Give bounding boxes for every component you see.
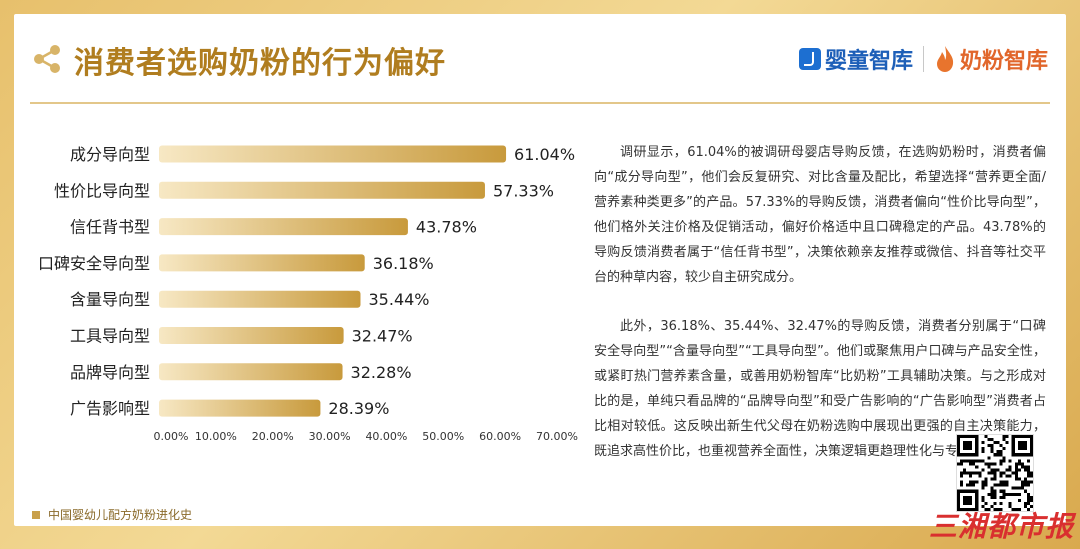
analysis-text: 调研显示，61.04%的被调研母婴店导购反馈，在选购奶粉时，消费者偏向“成分导向… [594,140,1046,488]
footer-label: 中国婴幼儿配方奶粉进化史 [48,508,193,522]
infographic-card: 消费者选购奶粉的行为偏好 婴童智库 奶粉智库 成分导向型 61.04% 性价比导向型… [14,14,1066,526]
share-icon [34,45,60,73]
bar-value-label: 43.78% [416,218,477,237]
bar-value-label: 35.44% [369,290,430,309]
bar-value-label: 32.28% [351,363,412,382]
bar-chart: 成分导向型 61.04% 性价比导向型 57.33% 信任背书型 43.78% 口碑安全导向… [38,145,578,443]
x-tick-label: 40.00% [365,430,407,443]
x-tick-label: 0.00% [154,430,189,443]
analysis-paragraph-2: 此外，36.18%、35.44%、32.47%的导购反馈，消费者分别属于“口碑安… [594,319,1046,459]
bar-value-label: 61.04% [514,145,575,164]
category-label: 含量导向型 [70,290,150,309]
category-label: 工具导向型 [70,327,150,346]
bar-value-label: 32.47% [352,327,413,346]
qr-code-icon[interactable] [956,434,1034,512]
bar [159,399,321,417]
bar [159,290,361,308]
analysis-paragraph-1: 调研显示，61.04%的被调研母婴店导购反馈，在选购奶粉时，消费者偏向“成分导向… [594,145,1046,285]
bar [159,254,365,272]
x-tick-label: 30.00% [309,430,351,443]
bar-value-label: 28.39% [328,399,389,418]
brand1-name: 婴童智库 [824,49,913,74]
category-label: 成分导向型 [70,145,150,164]
category-label: 广告影响型 [70,399,150,418]
category-label: 性价比导向型 [54,181,150,200]
x-tick-label: 60.00% [479,430,521,443]
x-tick-label: 20.00% [252,430,294,443]
x-tick-label: 70.00% [536,430,578,443]
footer-bullet-icon [32,510,40,519]
category-label: 品牌导向型 [70,363,150,382]
publisher-logo: 三湘都市报 [928,510,1074,543]
bar [159,218,408,236]
x-tick-label: 10.00% [195,430,237,443]
bar-value-label: 36.18% [373,254,434,273]
bar [159,145,507,163]
category-label: 口碑安全导向型 [38,254,150,273]
brand2-flame-icon [936,46,954,72]
brand-divider [922,46,924,72]
brand-logos: 婴童智库 奶粉智库 [798,42,1048,76]
page-title: 消费者选购奶粉的行为偏好 [74,46,446,81]
bar [159,327,344,344]
x-tick-label: 50.00% [422,430,464,443]
category-label: 信任背书型 [70,218,150,237]
brand1-logo-icon [798,48,821,70]
bar [159,181,485,199]
header-divider [30,102,1050,104]
bar-value-label: 57.33% [493,181,554,200]
bar [159,363,343,381]
footer: 中国婴幼儿配方奶粉进化史 [32,506,192,523]
brand2-name: 奶粉智库 [959,49,1048,74]
